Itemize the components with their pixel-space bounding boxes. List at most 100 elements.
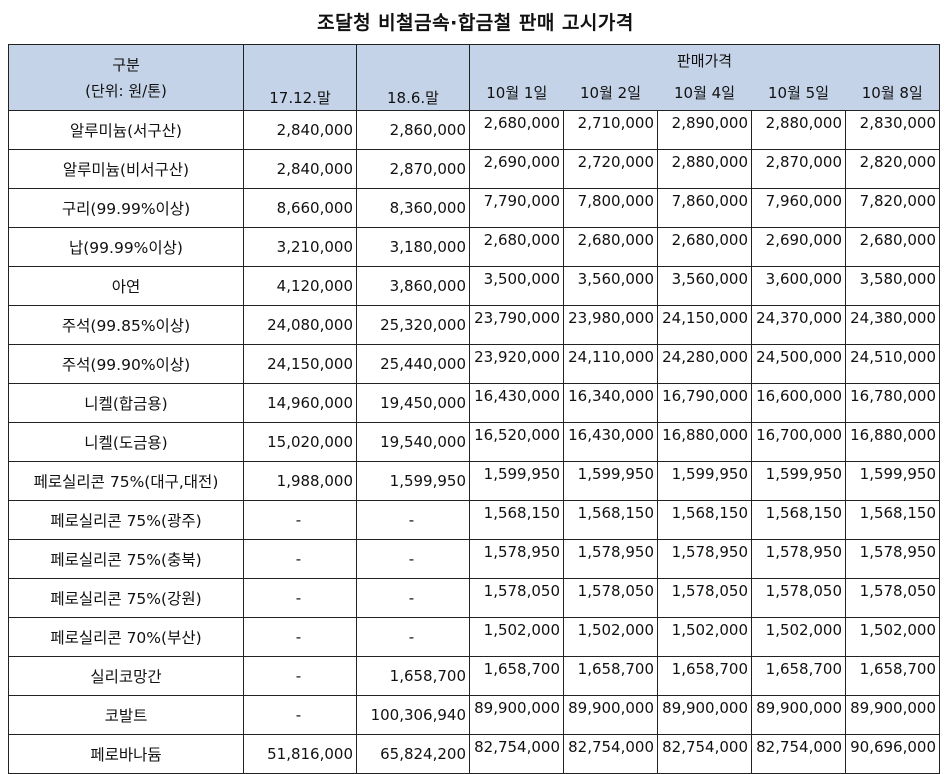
- table-row: 페로실리콘 75%(강원) - -1,578,050 1,578,050 1,578,0…: [8, 578, 940, 618]
- table-header: 구분 (단위: 원/톤) 17.12.말 18.6.말 판매가격 10월 1일 …: [8, 44, 940, 111]
- period-price-cell: 14,960,000: [243, 383, 357, 423]
- daily-price-cell: 90,696,000: [845, 734, 940, 774]
- daily-price-cell: 16,700,000: [751, 422, 846, 462]
- period-price-cell: -: [243, 695, 357, 735]
- item-name-cell: 아연: [8, 266, 244, 306]
- period-price-cell: 1,658,700: [356, 656, 470, 696]
- daily-price-cell: 1,568,150: [751, 500, 846, 540]
- daily-price-cell: 16,880,000: [657, 422, 752, 462]
- period-price-cell: 8,360,000: [356, 188, 470, 228]
- period-price-cell: 15,020,000: [243, 422, 357, 462]
- daily-price-cell: 1,658,700: [469, 656, 564, 696]
- daily-price-cell: 7,800,000: [563, 188, 658, 228]
- daily-price-cell: 2,890,000: [657, 110, 752, 150]
- daily-price-cell: 1,599,950: [657, 461, 752, 501]
- period-price-cell: 4,120,000: [243, 266, 357, 306]
- table-row: 알루미늄(비서구산) 2,840,000 2,870,000 2,690,000 2,7…: [8, 149, 940, 189]
- daily-price-cell: 2,880,000: [751, 110, 846, 150]
- daily-price-cell: 1,578,950: [845, 539, 940, 579]
- period-price-cell: -: [243, 539, 357, 579]
- period-price-cell: 19,450,000: [356, 383, 470, 423]
- table-row: 페로바나듐 51,816,000 65,824,200 82,754,000 82,75…: [8, 734, 940, 774]
- period-price-cell: 1,599,950: [356, 461, 470, 501]
- period-price-cell: 100,306,940: [356, 695, 470, 735]
- daily-price-cell: 1,502,000: [845, 617, 940, 657]
- daily-price-cell: 16,430,000: [469, 383, 564, 423]
- header-date-5: 10월 8일: [845, 75, 940, 111]
- header-unit-label: (단위: 원/톤): [85, 81, 167, 100]
- daily-price-cell: 2,820,000: [845, 149, 940, 189]
- daily-price-cell: 3,500,000: [469, 266, 564, 306]
- header-category: 구분 (단위: 원/톤): [8, 44, 244, 111]
- item-name-cell: 니켈(도금용): [8, 422, 244, 462]
- item-name-cell: 페로실리콘 75%(강원): [8, 578, 244, 618]
- daily-price-cell: 1,658,700: [563, 656, 658, 696]
- table-row: 납(99.99%이상) 3,210,000 3,180,000 2,680,000 2,…: [8, 227, 940, 267]
- daily-price-cell: 7,860,000: [657, 188, 752, 228]
- daily-price-cell: 1,502,000: [469, 617, 564, 657]
- item-name-cell: 페로바나듐: [8, 734, 244, 774]
- header-period-1: 17.12.말: [243, 44, 357, 111]
- daily-price-cell: 2,690,000: [469, 149, 564, 189]
- daily-price-cell: 89,900,000: [657, 695, 752, 735]
- daily-price-cell: 1,578,050: [469, 578, 564, 618]
- header-date-1: 10월 1일: [469, 75, 564, 111]
- header-date-4: 10월 5일: [751, 75, 846, 111]
- item-name-cell: 납(99.99%이상): [8, 227, 244, 267]
- daily-price-cell: 89,900,000: [751, 695, 846, 735]
- daily-price-cell: 1,568,150: [657, 500, 752, 540]
- daily-price-cell: 1,502,000: [657, 617, 752, 657]
- daily-price-cell: 3,600,000: [751, 266, 846, 306]
- daily-price-cell: 23,980,000: [563, 305, 658, 345]
- daily-price-cell: 24,510,000: [845, 344, 940, 384]
- daily-price-cell: 2,680,000: [657, 227, 752, 267]
- period-price-cell: -: [356, 500, 470, 540]
- price-table: 구분 (단위: 원/톤) 17.12.말 18.6.말 판매가격 10월 1일 …: [8, 44, 940, 774]
- period-price-cell: -: [243, 617, 357, 657]
- item-name-cell: 니켈(합금용): [8, 383, 244, 423]
- daily-price-cell: 1,502,000: [751, 617, 846, 657]
- period-price-cell: 25,320,000: [356, 305, 470, 345]
- daily-price-cell: 23,920,000: [469, 344, 564, 384]
- daily-price-cell: 3,560,000: [563, 266, 658, 306]
- daily-price-cell: 1,578,950: [657, 539, 752, 579]
- header-gubun-label: 구분: [112, 55, 140, 74]
- daily-price-cell: 16,520,000: [469, 422, 564, 462]
- header-period-2: 18.6.말: [356, 44, 470, 111]
- period-price-cell: 25,440,000: [356, 344, 470, 384]
- table-row: 페로실리콘 75%(대구,대전) 1,988,000 1,599,950 1,599,…: [8, 461, 940, 501]
- period-price-cell: 2,840,000: [243, 149, 357, 189]
- daily-price-cell: 7,960,000: [751, 188, 846, 228]
- table-row: 니켈(합금용) 14,960,000 19,450,000 16,430,000 16,…: [8, 383, 940, 423]
- header-date-3: 10월 4일: [657, 75, 752, 111]
- item-name-cell: 주석(99.90%이상): [8, 344, 244, 384]
- daily-price-cell: 3,560,000: [657, 266, 752, 306]
- period-price-cell: 1,988,000: [243, 461, 357, 501]
- table-row: 실리코망간 -1,658,700 1,658,700 1,658,700 1,658,7…: [8, 656, 940, 696]
- item-name-cell: 주석(99.85%이상): [8, 305, 244, 345]
- period-price-cell: 2,840,000: [243, 110, 357, 150]
- period-price-cell: 2,870,000: [356, 149, 470, 189]
- daily-price-cell: 1,578,950: [469, 539, 564, 579]
- daily-price-cell: 7,820,000: [845, 188, 940, 228]
- item-name-cell: 구리(99.99%이상): [8, 188, 244, 228]
- table-row: 알루미늄(서구산) 2,840,000 2,860,000 2,680,000 2,71…: [8, 110, 940, 150]
- item-name-cell: 코발트: [8, 695, 244, 735]
- daily-price-cell: 1,578,050: [845, 578, 940, 618]
- table-row: 구리(99.99%이상) 8,660,000 8,360,000 7,790,000 7…: [8, 188, 940, 228]
- table-row: 주석(99.90%이상) 24,150,000 25,440,000 23,920,0…: [8, 344, 940, 384]
- table-row: 주석(99.85%이상) 24,080,000 25,320,000 23,790,0…: [8, 305, 940, 345]
- daily-price-cell: 1,599,950: [563, 461, 658, 501]
- period-price-cell: 65,824,200: [356, 734, 470, 774]
- daily-price-cell: 1,658,700: [845, 656, 940, 696]
- period-price-cell: 51,816,000: [243, 734, 357, 774]
- item-name-cell: 알루미늄(비서구산): [8, 149, 244, 189]
- daily-price-cell: 89,900,000: [845, 695, 940, 735]
- item-name-cell: 알루미늄(서구산): [8, 110, 244, 150]
- item-name-cell: 페로실리콘 70%(부산): [8, 617, 244, 657]
- daily-price-cell: 23,790,000: [469, 305, 564, 345]
- daily-price-cell: 1,599,950: [469, 461, 564, 501]
- daily-price-cell: 16,340,000: [563, 383, 658, 423]
- daily-price-cell: 2,870,000: [751, 149, 846, 189]
- daily-price-cell: 89,900,000: [469, 695, 564, 735]
